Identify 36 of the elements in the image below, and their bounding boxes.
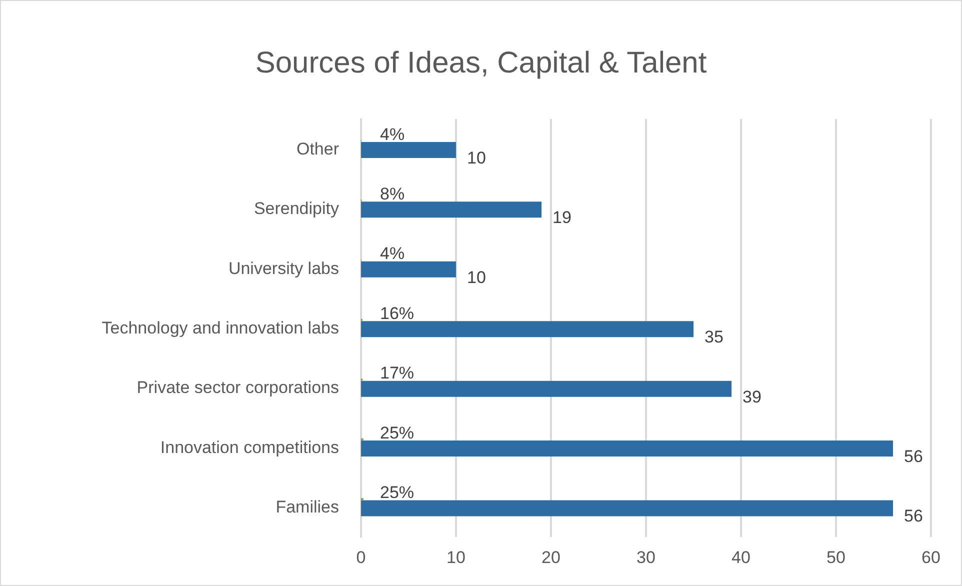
- x-tick-label: 50: [826, 548, 846, 567]
- data-label: 56: [904, 506, 923, 526]
- data-label: 19: [552, 208, 572, 228]
- chart-title: Sources of Ideas, Capital & Talent: [255, 46, 708, 80]
- y-tick-label: Serendipity: [254, 199, 340, 218]
- data-label: 4%: [380, 124, 405, 144]
- y-tick-label: Other: [296, 139, 340, 158]
- x-tick-label: 40: [732, 548, 750, 567]
- bar: [361, 380, 732, 397]
- data-label: 10: [467, 268, 486, 287]
- data-label: 25%: [380, 483, 414, 502]
- x-tick-label: 20: [542, 548, 560, 567]
- x-tick-label: 60: [922, 548, 940, 567]
- bar: [361, 500, 893, 516]
- bar: [361, 440, 893, 457]
- data-label: 16%: [380, 304, 414, 323]
- x-tick-label: 10: [446, 548, 466, 567]
- data-label: 17%: [380, 364, 414, 383]
- data-label: 39: [742, 387, 762, 406]
- y-tick-label: Private sector corporations: [136, 378, 339, 398]
- bar: [361, 142, 456, 158]
- data-label: 8%: [380, 184, 405, 204]
- x-tick-label: 0: [356, 548, 366, 567]
- bar: [361, 261, 456, 278]
- data-label: 4%: [380, 244, 405, 264]
- y-tick-label: Innovation competitions: [160, 438, 339, 457]
- data-label: 25%: [380, 423, 414, 442]
- bar: [361, 321, 694, 338]
- y-tick-label: University labs: [228, 258, 339, 278]
- data-label: 56: [904, 447, 923, 466]
- y-tick-label: Families: [276, 498, 339, 517]
- x-tick-label: 30: [636, 548, 656, 567]
- y-tick-label: Technology and innovation labs: [102, 318, 339, 338]
- data-label: 35: [704, 328, 724, 347]
- bar: [361, 202, 542, 218]
- data-label: 10: [467, 148, 486, 168]
